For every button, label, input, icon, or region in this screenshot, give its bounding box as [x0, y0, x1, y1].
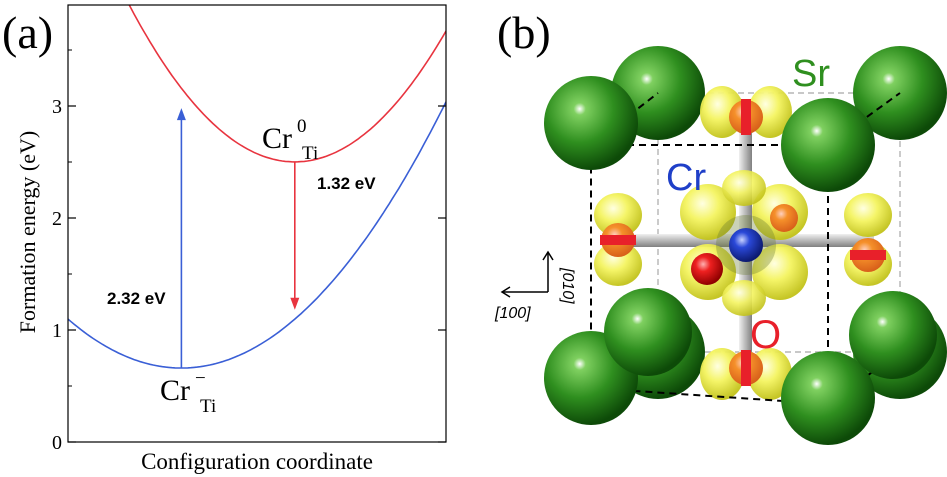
state-minus-sup: −: [195, 368, 206, 389]
plot-frame: [67, 4, 447, 443]
y-axis-label: Formation energy (eV): [15, 131, 40, 333]
y-axis: 0 1 2 3: [52, 49, 446, 454]
state-minus-sub: Ti: [200, 396, 216, 417]
state-label-minus: Cr −: [160, 368, 206, 407]
panel-b-label: (b): [497, 7, 551, 58]
cr-atom: [729, 228, 763, 262]
sr-atom: [544, 76, 638, 170]
sr-atom: [604, 288, 692, 376]
emission-arrow-head: [290, 297, 300, 310]
panel-b: (b): [494, 7, 947, 445]
sr-atom: [849, 291, 937, 379]
panel-a-label: (a): [2, 7, 53, 58]
sr-label: Sr: [792, 53, 830, 95]
absorption-energy-label: 2.32 eV: [107, 289, 166, 308]
curve-cr-ti-neutral: [128, 5, 446, 163]
y-tick-label: 3: [52, 96, 62, 118]
axis-label-100: [100]: [494, 305, 531, 322]
o-atom-band: [600, 235, 636, 245]
sr-atom: [781, 351, 875, 445]
state-neutral-sub: Ti: [302, 143, 318, 164]
state-neutral-main: Cr: [262, 122, 292, 155]
emission-energy-label: 1.32 eV: [317, 174, 376, 193]
cr-label: Cr: [666, 157, 706, 199]
state-label-neutral: Cr 0: [262, 116, 307, 155]
y-tick-label: 2: [52, 208, 62, 230]
panel-a: (a) 0 1 2 3: [2, 4, 447, 474]
o-atom: [770, 204, 798, 232]
o-atom-band: [741, 99, 751, 135]
y-tick-label: 1: [52, 320, 62, 342]
o-atom-band: [741, 350, 751, 386]
curve-cr-ti-minus: [68, 101, 446, 369]
x-axis-label: Configuration coordinate: [141, 449, 373, 474]
axis-label-010: [010]: [559, 267, 576, 304]
y-tick-label: 0: [52, 432, 62, 454]
direction-axes: [500, 250, 554, 298]
o-atom-band: [850, 250, 886, 260]
sr-atom: [781, 98, 875, 192]
absorption-arrow-head: [176, 108, 186, 121]
state-minus-main: Cr: [160, 374, 190, 407]
o-atom-red: [691, 253, 723, 285]
o-label: O: [750, 313, 781, 357]
state-neutral-sup: 0: [297, 116, 307, 137]
